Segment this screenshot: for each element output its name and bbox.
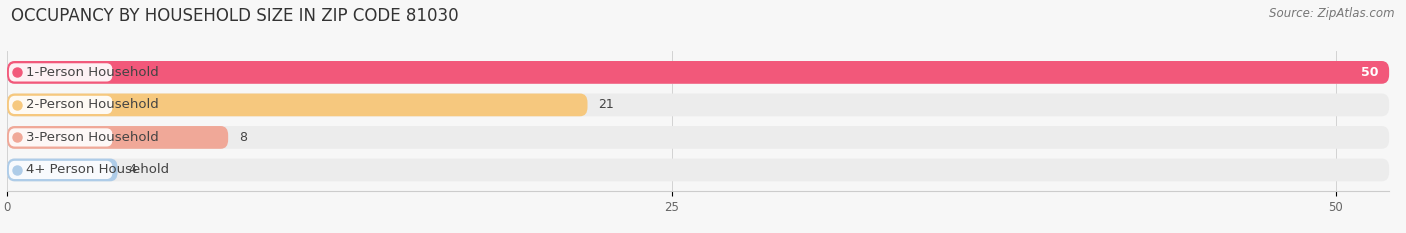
Text: 4+ Person Household: 4+ Person Household bbox=[27, 163, 169, 176]
FancyBboxPatch shape bbox=[7, 158, 118, 181]
Text: 50: 50 bbox=[1361, 66, 1378, 79]
FancyBboxPatch shape bbox=[7, 61, 1389, 84]
Text: 2-Person Household: 2-Person Household bbox=[27, 98, 159, 111]
Text: 1-Person Household: 1-Person Household bbox=[27, 66, 159, 79]
FancyBboxPatch shape bbox=[8, 161, 112, 179]
Text: Source: ZipAtlas.com: Source: ZipAtlas.com bbox=[1270, 7, 1395, 20]
Text: OCCUPANCY BY HOUSEHOLD SIZE IN ZIP CODE 81030: OCCUPANCY BY HOUSEHOLD SIZE IN ZIP CODE … bbox=[11, 7, 458, 25]
FancyBboxPatch shape bbox=[7, 61, 1389, 84]
FancyBboxPatch shape bbox=[7, 93, 588, 116]
FancyBboxPatch shape bbox=[8, 128, 112, 147]
FancyBboxPatch shape bbox=[7, 158, 1389, 181]
Text: 4: 4 bbox=[128, 163, 136, 176]
FancyBboxPatch shape bbox=[7, 126, 228, 149]
Text: 8: 8 bbox=[239, 131, 247, 144]
Text: 3-Person Household: 3-Person Household bbox=[27, 131, 159, 144]
FancyBboxPatch shape bbox=[7, 126, 1389, 149]
Text: 21: 21 bbox=[598, 98, 614, 111]
FancyBboxPatch shape bbox=[7, 93, 1389, 116]
FancyBboxPatch shape bbox=[8, 63, 112, 82]
FancyBboxPatch shape bbox=[8, 96, 112, 114]
